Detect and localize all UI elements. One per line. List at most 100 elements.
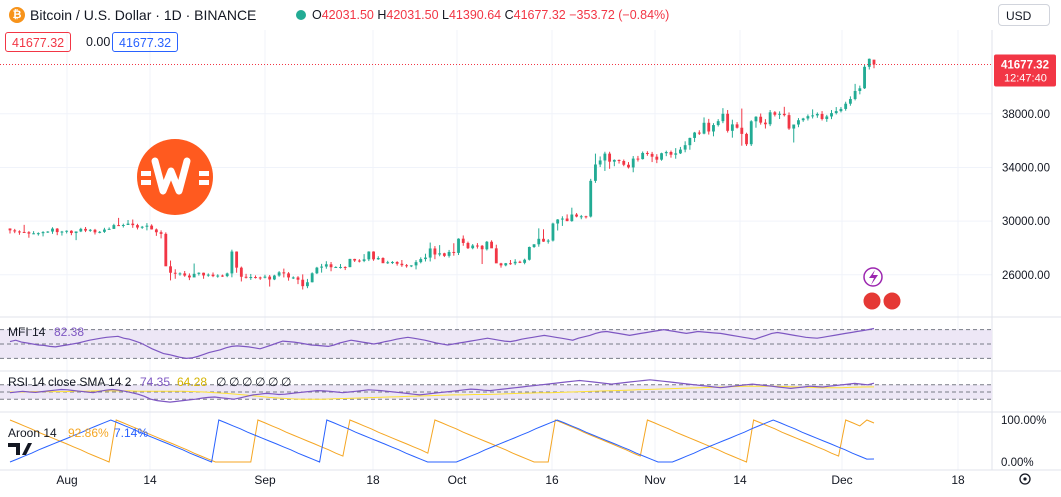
aroon-up-line: [9, 419, 875, 463]
candle-body: [537, 238, 541, 245]
rsi-line: [9, 379, 875, 403]
bid-price-button[interactable]: 41677.32: [5, 32, 72, 52]
time-axis[interactable]: Aug 14 Sep 18 Oct 16 Nov 14 Dec 18: [8, 443, 1031, 487]
time-tick-label: 18: [951, 473, 965, 487]
exchange-logo-watermark: [137, 139, 213, 215]
candle-body: [107, 228, 111, 230]
candle-body: [258, 277, 262, 279]
candle-body: [475, 245, 479, 247]
candle-body: [79, 228, 83, 232]
candle-body: [617, 159, 621, 161]
price-tick-label: 26000.00: [1002, 270, 1050, 282]
candle-body: [745, 133, 748, 145]
candle-body: [603, 153, 607, 161]
candle-body: [287, 273, 290, 278]
indicator-band: [0, 384, 992, 400]
us-flag-event-icon[interactable]: [862, 291, 882, 311]
candle-body: [825, 116, 829, 120]
bitcoin-icon: ₿: [9, 7, 25, 23]
candle-body: [22, 231, 26, 233]
candle-body: [51, 228, 54, 232]
candle-body: [863, 66, 866, 89]
price-scale[interactable]: 26000.00 30000.00 34000.00 38000.00 41677.32…: [994, 54, 1056, 469]
candle-body: [452, 251, 456, 253]
candle-body: [494, 248, 498, 264]
rsi-sma-value: 64.28: [177, 375, 207, 389]
candle-body: [579, 216, 583, 218]
candle-body: [664, 152, 668, 154]
settings-gear-center-icon: [1023, 477, 1027, 481]
candle-body: [353, 258, 357, 261]
candle-body: [853, 90, 857, 100]
event-markers[interactable]: [862, 267, 902, 311]
candle-body: [339, 266, 342, 268]
high-key: H: [377, 8, 387, 22]
candle-body: [740, 127, 744, 134]
candle-body: [688, 137, 692, 146]
last-price-badge: [994, 54, 1056, 87]
low-key: L: [442, 8, 449, 22]
candle-body: [787, 115, 791, 129]
candle-body: [84, 228, 87, 231]
candle-body: [683, 145, 687, 150]
low-value: 41390.64: [448, 8, 502, 22]
aroon-tick-label: 0.00%: [1001, 457, 1034, 469]
time-tick-label: 14: [733, 473, 747, 487]
grid: [0, 30, 1061, 471]
candle-body: [320, 266, 324, 268]
candle-body: [395, 262, 399, 264]
candle-body: [490, 241, 493, 249]
legend-header: ₿ Bitcoin / U.S. Dollar · 1D · BINANCE O…: [0, 0, 1061, 30]
candle-body: [249, 277, 253, 279]
candle-body: [631, 158, 635, 168]
currency-selector[interactable]: USD: [998, 4, 1050, 26]
candle-body: [551, 223, 555, 241]
last-price-label: 41677.32: [1001, 59, 1049, 71]
candle-body: [565, 218, 569, 222]
candle-body: [433, 248, 437, 255]
rsi-pane: [0, 379, 992, 403]
candle-body: [447, 251, 451, 256]
candle-body: [641, 152, 645, 160]
candle-body: [527, 246, 531, 260]
ask-price-button[interactable]: 41677.32: [112, 32, 179, 52]
lightning-glyph-icon: [869, 270, 878, 285]
candle-body: [428, 248, 432, 258]
candle-body: [754, 116, 758, 122]
candle-body: [121, 224, 125, 226]
rsi-sma-line: [10, 385, 875, 400]
candle-body: [173, 272, 177, 274]
candle-body: [442, 253, 446, 256]
candle-body: [806, 116, 810, 119]
market-status-icon[interactable]: [296, 10, 306, 20]
candle-body: [466, 242, 470, 249]
settings-gear-icon[interactable]: [1019, 473, 1031, 485]
candle-body: [759, 116, 763, 123]
us-flag-event-icon-2[interactable]: [882, 291, 902, 311]
candle-body: [773, 112, 777, 115]
candle-body: [844, 103, 848, 109]
candle-body: [419, 259, 423, 263]
candle-body: [839, 108, 843, 112]
candle-body: [18, 231, 21, 233]
candle-body: [277, 272, 281, 276]
mfi-line: [9, 327, 875, 360]
aroon-up-value: 92.86%: [68, 426, 109, 440]
candle-body: [471, 245, 475, 249]
candle-body: [202, 272, 205, 276]
candle-body: [88, 229, 92, 231]
candle-body: [136, 225, 139, 228]
candle-body: [612, 159, 616, 162]
candle-body: [858, 88, 862, 91]
candle-body: [117, 225, 121, 227]
candle-body: [532, 244, 536, 247]
candle-body: [391, 262, 394, 264]
candle-body: [409, 265, 413, 267]
lightning-event-icon[interactable]: [863, 267, 883, 287]
symbol-title[interactable]: Bitcoin / U.S. Dollar · 1D · BINANCE: [30, 7, 257, 23]
candle-body: [41, 232, 45, 234]
candle-body: [55, 228, 59, 233]
candle-body: [712, 125, 715, 132]
candle-body: [797, 120, 800, 125]
